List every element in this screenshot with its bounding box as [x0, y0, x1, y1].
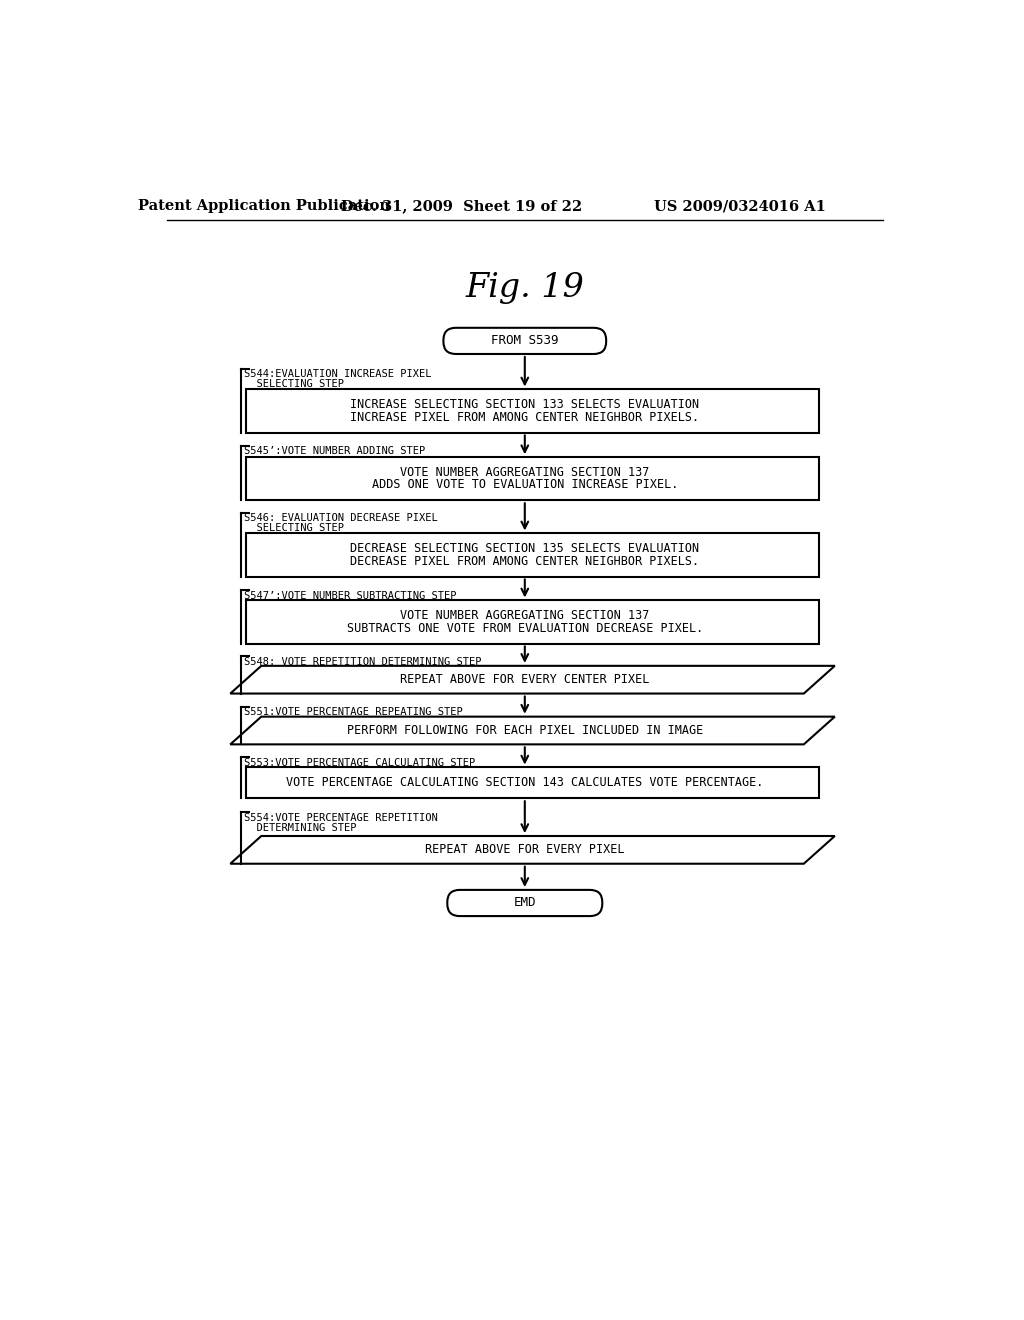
Polygon shape	[230, 717, 835, 744]
Text: PERFORM FOLLOWING FOR EACH PIXEL INCLUDED IN IMAGE: PERFORM FOLLOWING FOR EACH PIXEL INCLUDE…	[347, 723, 702, 737]
Text: REPEAT ABOVE FOR EVERY CENTER PIXEL: REPEAT ABOVE FOR EVERY CENTER PIXEL	[400, 673, 649, 686]
Bar	[246, 767, 819, 799]
Text: INCREASE SELECTING SECTION 133 SELECTS EVALUATION: INCREASE SELECTING SECTION 133 SELECTS E…	[350, 399, 699, 412]
Text: S547’:VOTE NUMBER SUBTRACTING STEP: S547’:VOTE NUMBER SUBTRACTING STEP	[245, 591, 457, 601]
Bar	[246, 601, 819, 644]
Text: US 2009/0324016 A1: US 2009/0324016 A1	[654, 199, 826, 213]
Text: S553:VOTE PERCENTAGE CALCULATING STEP: S553:VOTE PERCENTAGE CALCULATING STEP	[245, 758, 475, 768]
Text: S545’:VOTE NUMBER ADDING STEP: S545’:VOTE NUMBER ADDING STEP	[245, 446, 426, 457]
Text: FROM S539: FROM S539	[492, 334, 558, 347]
Text: Dec. 31, 2009  Sheet 19 of 22: Dec. 31, 2009 Sheet 19 of 22	[341, 199, 582, 213]
Text: SUBTRACTS ONE VOTE FROM EVALUATION DECREASE PIXEL.: SUBTRACTS ONE VOTE FROM EVALUATION DECRE…	[347, 622, 702, 635]
Text: SELECTING STEP: SELECTING STEP	[245, 524, 344, 533]
Text: Patent Application Publication: Patent Application Publication	[137, 199, 389, 213]
Text: EMD: EMD	[514, 896, 536, 909]
FancyBboxPatch shape	[447, 890, 602, 916]
Text: VOTE NUMBER AGGREGATING SECTION 137: VOTE NUMBER AGGREGATING SECTION 137	[400, 610, 649, 622]
Text: INCREASE PIXEL FROM AMONG CENTER NEIGHBOR PIXELS.: INCREASE PIXEL FROM AMONG CENTER NEIGHBO…	[350, 411, 699, 424]
Text: S546: EVALUATION DECREASE PIXEL: S546: EVALUATION DECREASE PIXEL	[245, 513, 438, 523]
FancyBboxPatch shape	[443, 327, 606, 354]
Text: S554:VOTE PERCENTAGE REPETITION: S554:VOTE PERCENTAGE REPETITION	[245, 813, 438, 822]
Polygon shape	[230, 665, 835, 693]
Bar	[246, 389, 819, 433]
Text: VOTE NUMBER AGGREGATING SECTION 137: VOTE NUMBER AGGREGATING SECTION 137	[400, 466, 649, 479]
Bar	[246, 457, 819, 500]
Text: REPEAT ABOVE FOR EVERY PIXEL: REPEAT ABOVE FOR EVERY PIXEL	[425, 843, 625, 857]
Bar	[246, 533, 819, 577]
Text: DECREASE PIXEL FROM AMONG CENTER NEIGHBOR PIXELS.: DECREASE PIXEL FROM AMONG CENTER NEIGHBO…	[350, 554, 699, 568]
Text: Fig. 19: Fig. 19	[465, 272, 585, 304]
Text: S551:VOTE PERCENTAGE REPEATING STEP: S551:VOTE PERCENTAGE REPEATING STEP	[245, 708, 463, 717]
Text: VOTE PERCENTAGE CALCULATING SECTION 143 CALCULATES VOTE PERCENTAGE.: VOTE PERCENTAGE CALCULATING SECTION 143 …	[286, 776, 764, 789]
Text: ADDS ONE VOTE TO EVALUATION INCREASE PIXEL.: ADDS ONE VOTE TO EVALUATION INCREASE PIX…	[372, 478, 678, 491]
Text: S544:EVALUATION INCREASE PIXEL: S544:EVALUATION INCREASE PIXEL	[245, 370, 432, 379]
Polygon shape	[230, 836, 835, 863]
Text: DETERMINING STEP: DETERMINING STEP	[245, 822, 356, 833]
Text: DECREASE SELECTING SECTION 135 SELECTS EVALUATION: DECREASE SELECTING SECTION 135 SELECTS E…	[350, 543, 699, 556]
Text: SELECTING STEP: SELECTING STEP	[245, 379, 344, 389]
Text: S548: VOTE REPETITION DETERMINING STEP: S548: VOTE REPETITION DETERMINING STEP	[245, 656, 481, 667]
